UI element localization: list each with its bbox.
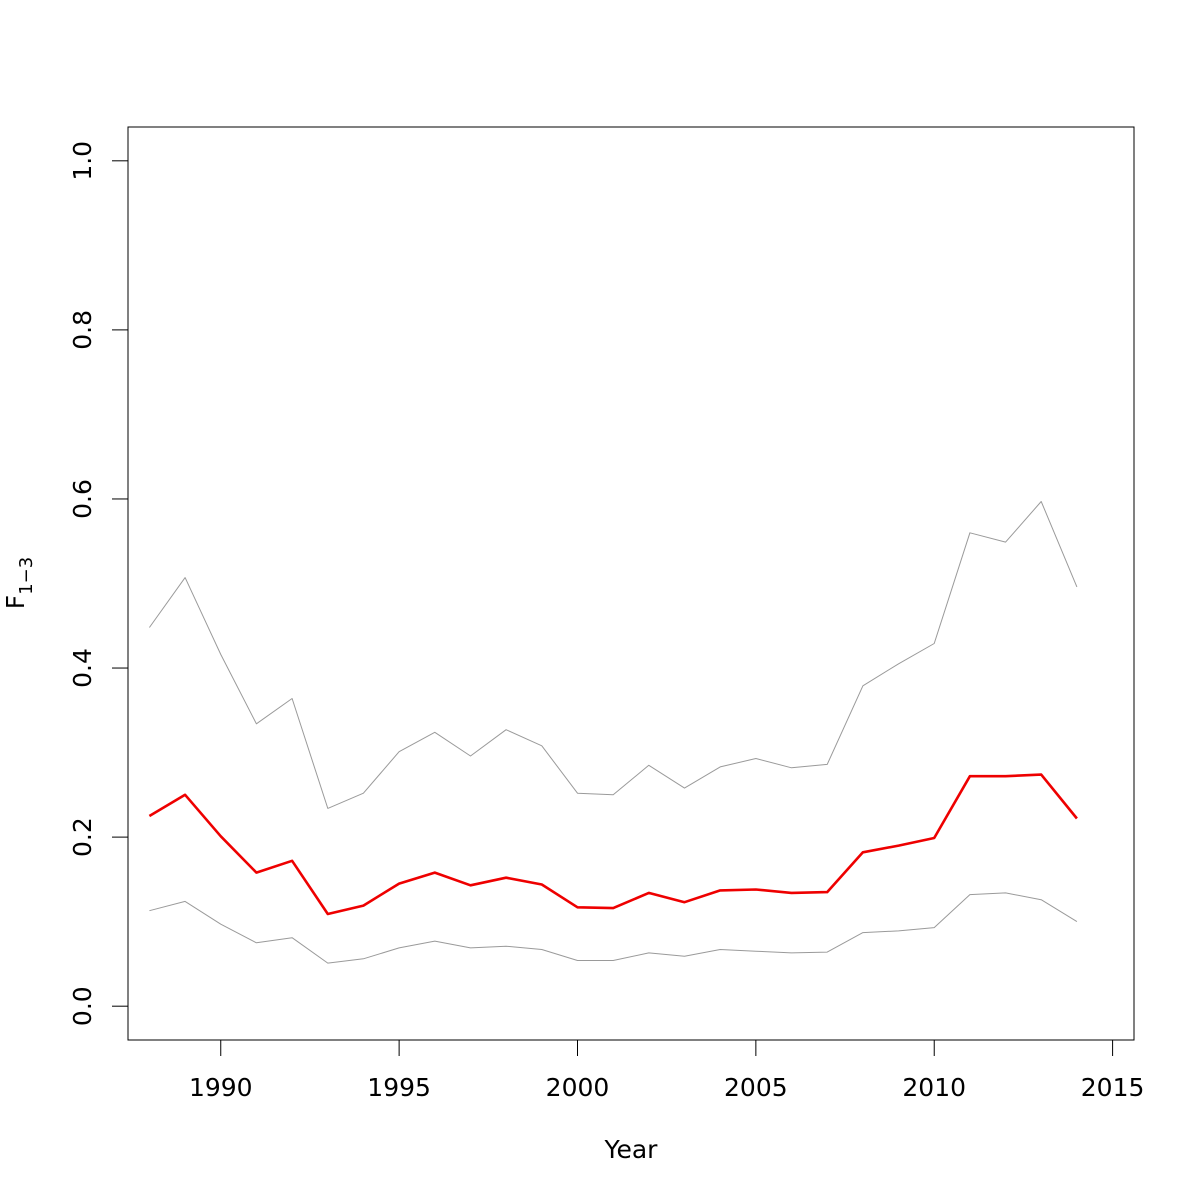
x-tick-label: 1990 [189, 1073, 253, 1102]
y-tick-label: 1.0 [68, 141, 97, 181]
lower-bound-line [149, 892, 1078, 964]
y-axis-title-main: F [1, 595, 30, 609]
y-tick-label: 0.8 [68, 310, 97, 350]
y-axis-title-subscript: 1−3 [16, 557, 37, 595]
y-tick-label: 0.6 [68, 479, 97, 519]
y-axis-title: F1−3 [1, 557, 37, 609]
estimate-line [148, 773, 1078, 916]
upper-bound-line [148, 501, 1078, 809]
y-axis: 0.0 0.2 0.4 0.6 0.8 1.0 [68, 141, 129, 1026]
x-axis-title: Year [604, 1135, 659, 1164]
y-tick-label: 0.0 [68, 986, 97, 1026]
y-tick-label: 0.4 [68, 648, 97, 688]
x-tick-label: 2000 [546, 1073, 610, 1102]
series-layer [148, 501, 1078, 964]
plot-frame [127, 126, 1135, 1041]
x-tick-label: 1995 [367, 1073, 431, 1102]
y-tick-label: 0.2 [68, 817, 97, 857]
x-axis: 1990 1995 2000 2005 2010 2015 [189, 1039, 1145, 1102]
x-tick-label: 2010 [902, 1073, 966, 1102]
x-tick-label: 2015 [1081, 1073, 1145, 1102]
x-tick-label: 2005 [724, 1073, 788, 1102]
